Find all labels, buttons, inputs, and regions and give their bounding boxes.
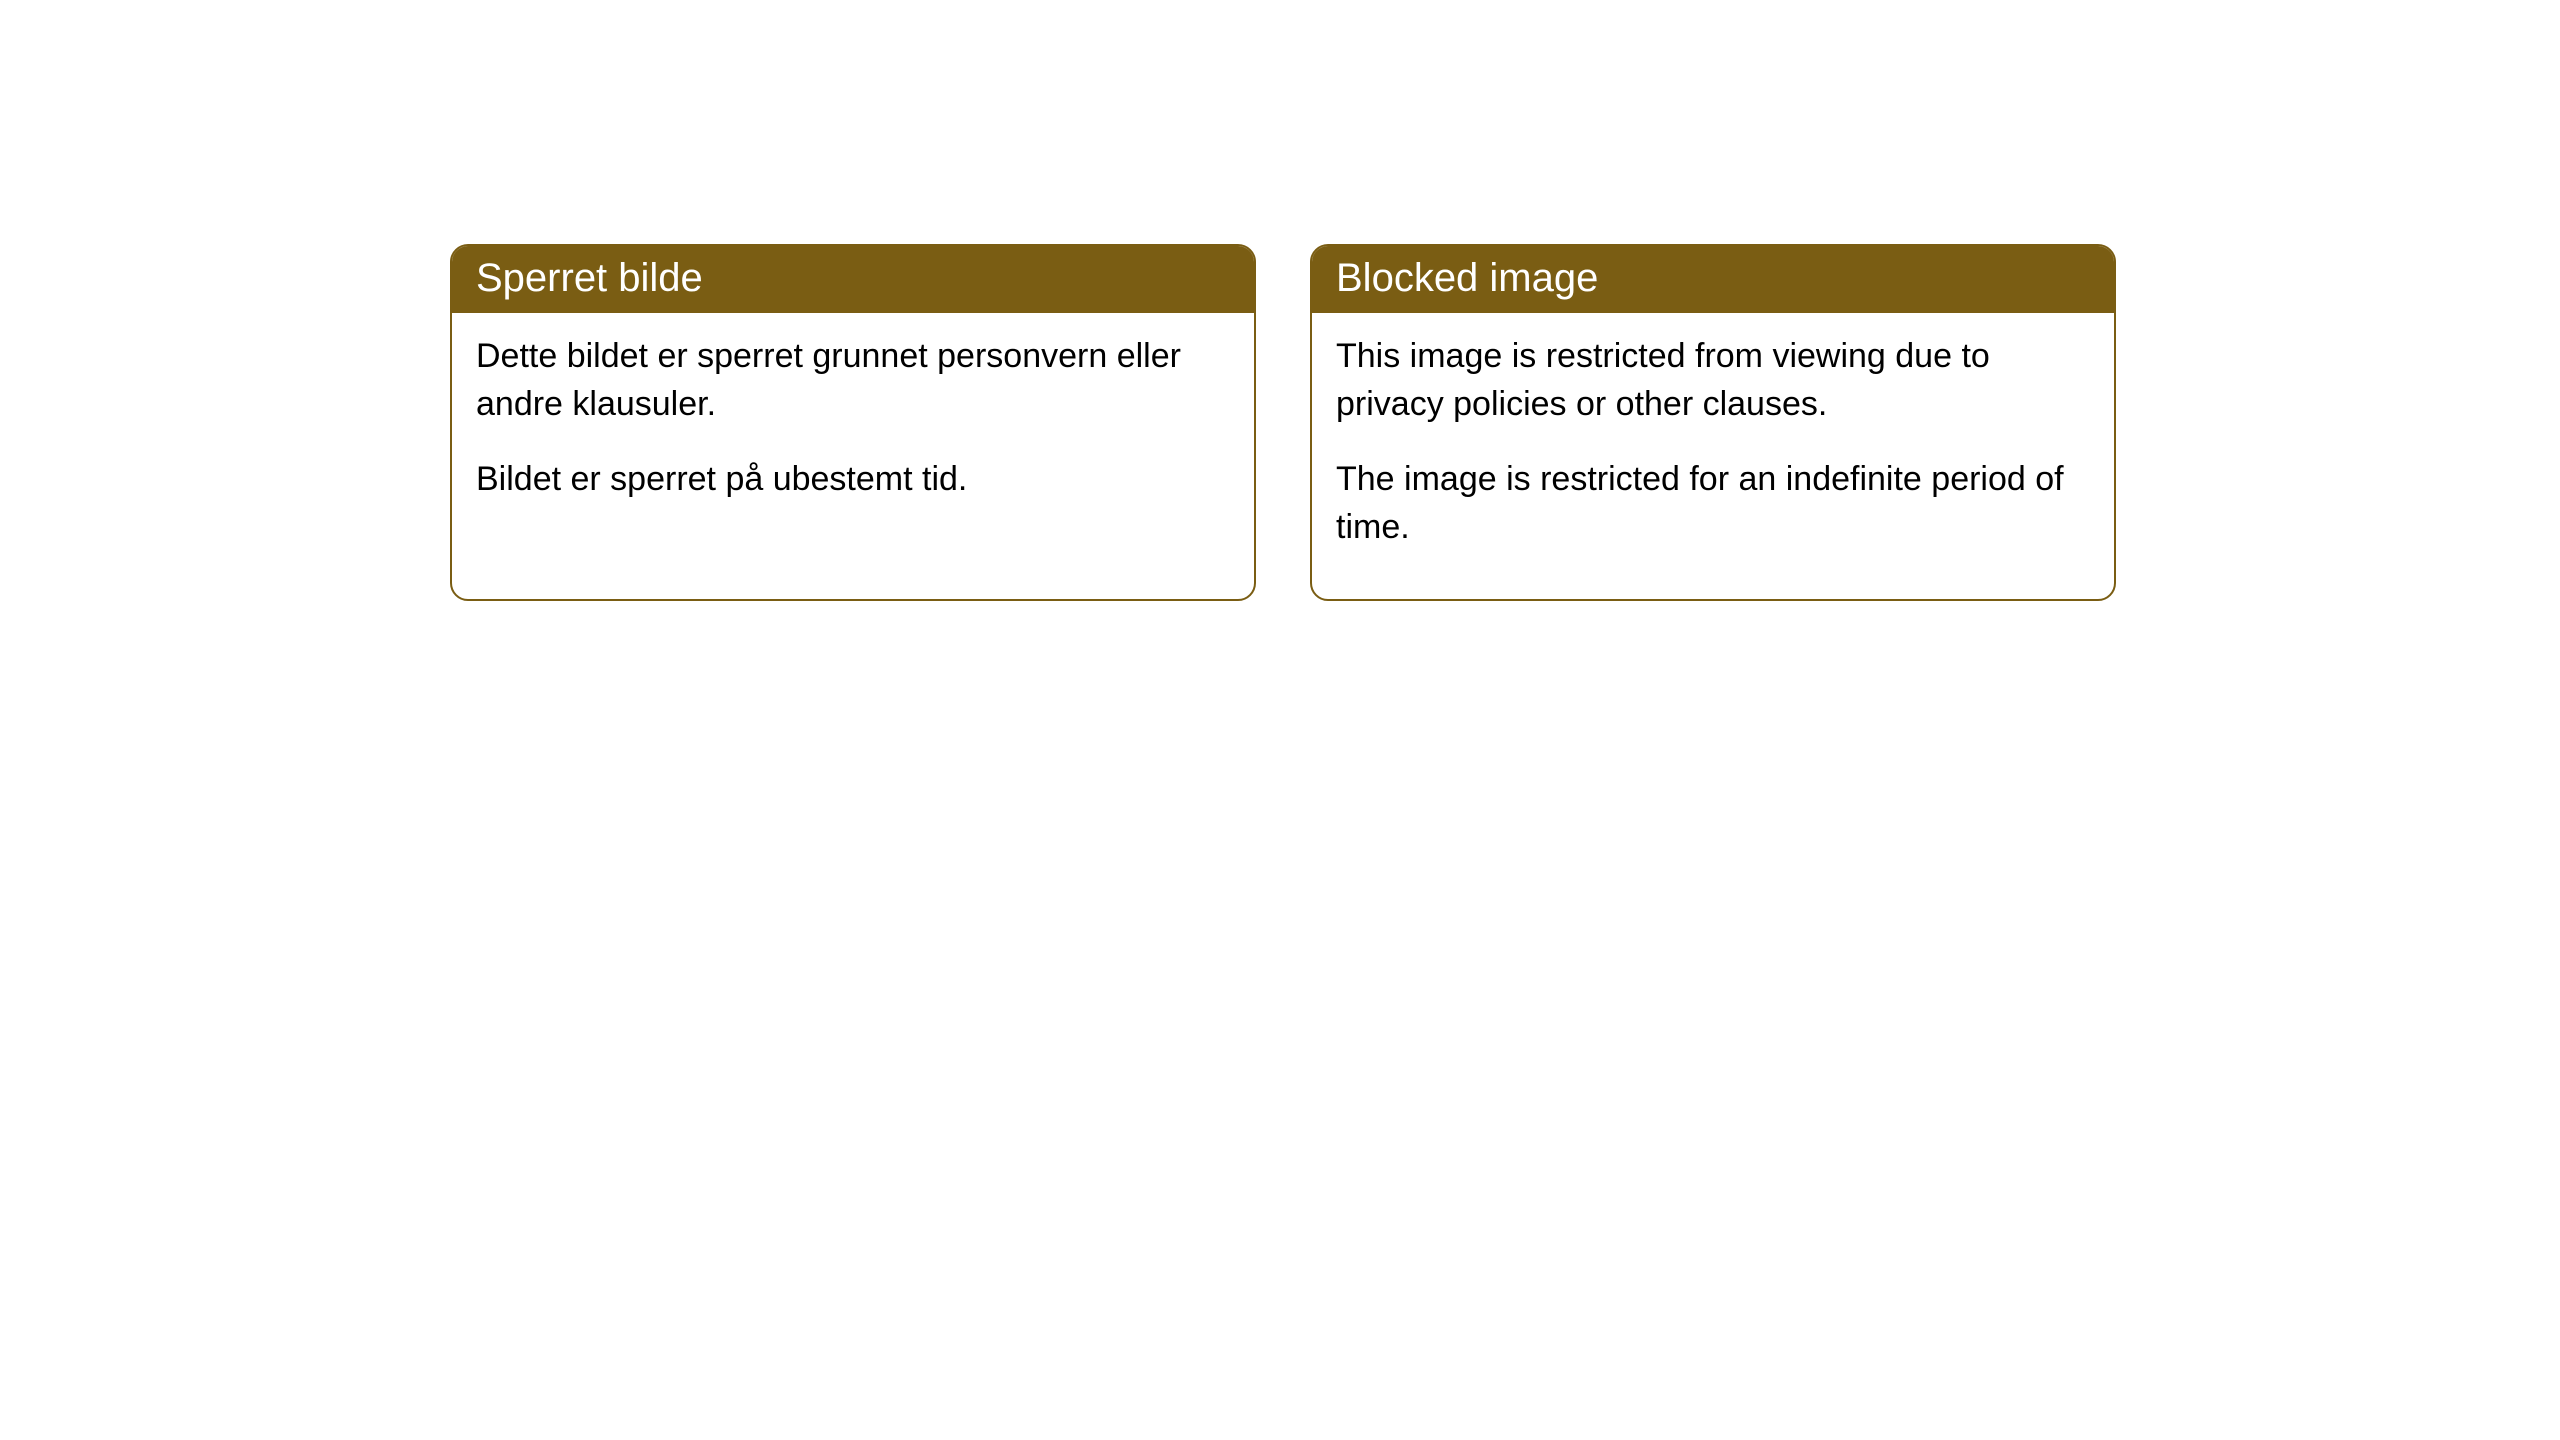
card-header-english: Blocked image: [1312, 246, 2114, 313]
card-paragraph: Dette bildet er sperret grunnet personve…: [476, 333, 1230, 428]
card-paragraph: The image is restricted for an indefinit…: [1336, 456, 2090, 551]
card-paragraph: Bildet er sperret på ubestemt tid.: [476, 456, 1230, 504]
card-header-norwegian: Sperret bilde: [452, 246, 1254, 313]
notice-card-norwegian: Sperret bilde Dette bildet er sperret gr…: [450, 244, 1256, 601]
notice-card-english: Blocked image This image is restricted f…: [1310, 244, 2116, 601]
card-body-norwegian: Dette bildet er sperret grunnet personve…: [452, 313, 1254, 552]
card-body-english: This image is restricted from viewing du…: [1312, 313, 2114, 599]
notice-cards-container: Sperret bilde Dette bildet er sperret gr…: [450, 244, 2116, 601]
card-paragraph: This image is restricted from viewing du…: [1336, 333, 2090, 428]
